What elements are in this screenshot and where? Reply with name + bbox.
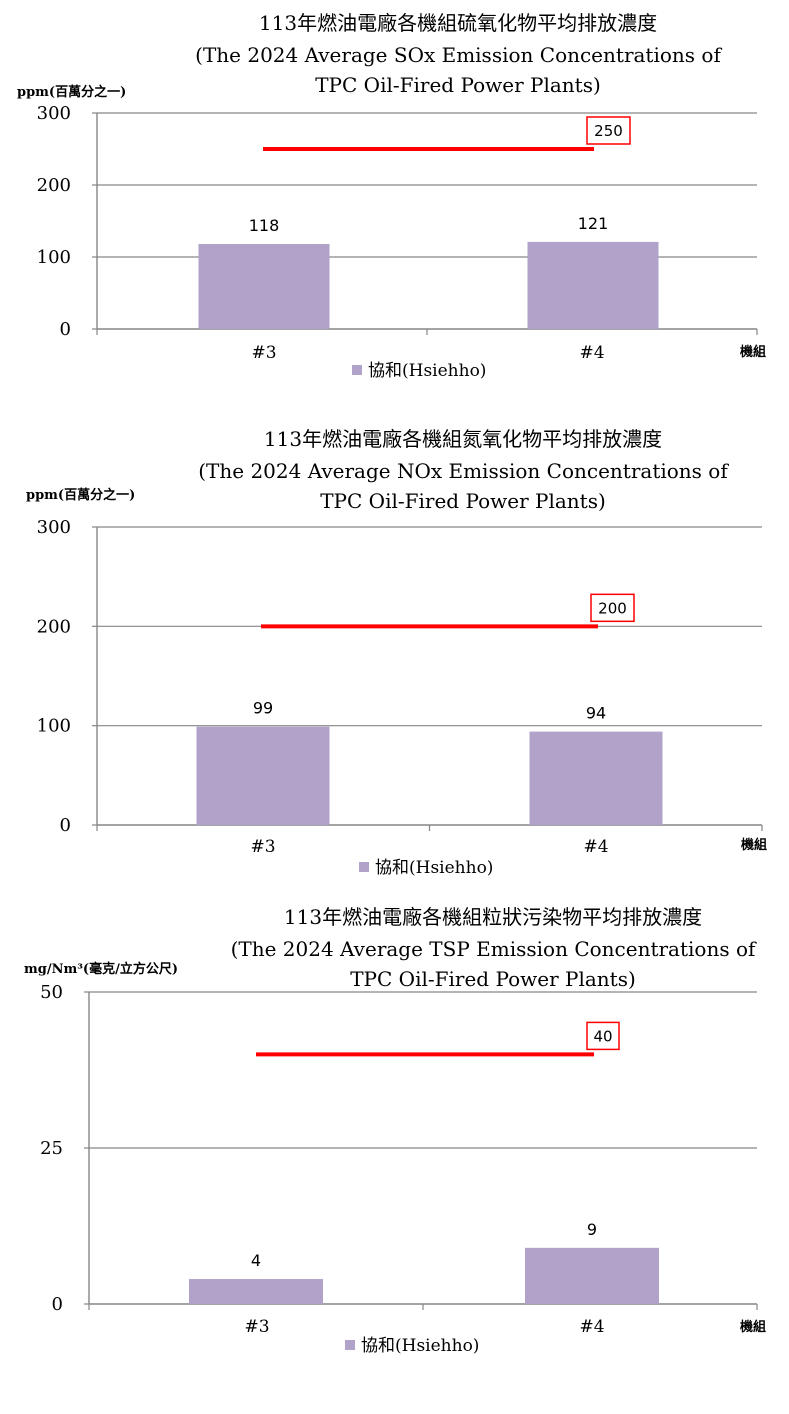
y-axis-label: mg/Nm³(毫克/立方公尺) [24,961,178,977]
limit-label-box [586,1021,620,1051]
x-category-label: #4 [579,343,604,363]
y-axis-label: ppm(百萬分之一) [26,487,135,503]
bar-unit-3 [198,244,330,329]
chart-3: 113年燃油電廠各機組粒狀污染物平均排放濃度 (The 2024 Average … [24,905,766,1356]
bar-value-label: 99 [253,699,273,718]
chart-subtitle-line: TPC Oil-Fired Power Plants) [315,73,601,97]
bar-unit-3 [189,1279,323,1304]
legend-swatch [359,862,369,872]
chart-subtitle-line: TPC Oil-Fired Power Plants) [320,489,606,513]
y-tick-label: 200 [37,175,71,196]
legend-swatch [352,365,362,375]
chart-title: 113年燃油電廠各機組硫氧化物平均排放濃度 [259,11,657,35]
y-axis-label: ppm(百萬分之一) [17,84,126,100]
bar-unit-4 [527,241,659,329]
bar-value-label: 118 [249,216,280,235]
x-axis-label: 機組 [740,1319,766,1335]
chart-title: 113年燃油電廠各機組氮氧化物平均排放濃度 [264,427,662,451]
legend-swatch [345,1340,355,1350]
y-tick-label: 0 [60,319,71,340]
y-tick-label: 0 [52,1294,63,1315]
y-tick-label: 50 [40,982,63,1003]
chart-subtitle-line: (The 2024 Average NOx Emission Concentra… [198,459,729,483]
bar-value-label: 9 [587,1220,597,1239]
limit-label: 250 [594,122,623,140]
bar-unit-4 [529,731,663,825]
limit-label: 40 [593,1027,612,1045]
y-tick-label: 200 [37,616,71,637]
legend-label: 協和(Hsiehho) [375,858,493,878]
limit-label: 200 [598,599,627,617]
bar-unit-4 [525,1247,659,1304]
legend-label: 協和(Hsiehho) [361,1336,479,1356]
bar-value-label: 121 [578,214,609,233]
x-axis-label: 機組 [741,837,767,853]
chart-1: 113年燃油電廠各機組硫氧化物平均排放濃度 (The 2024 Average S… [17,11,766,381]
bar-value-label: 4 [251,1251,261,1270]
y-tick-label: 300 [37,517,71,538]
chart-subtitle-line: (The 2024 Average TSP Emission Concentra… [231,937,757,961]
chart-subtitle-line: TPC Oil-Fired Power Plants) [350,967,636,991]
limit-label-box [590,593,635,623]
chart-2: 113年燃油電廠各機組氮氧化物平均排放濃度 (The 2024 Average N… [26,427,767,878]
x-category-label: #3 [250,837,275,857]
bar-value-label: 94 [586,704,606,723]
chart-subtitle-line: (The 2024 Average SOx Emission Concentra… [195,43,722,67]
bar-unit-3 [196,726,330,825]
chart-title: 113年燃油電廠各機組粒狀污染物平均排放濃度 [284,905,702,929]
y-tick-label: 100 [37,716,71,737]
y-tick-label: 25 [40,1138,63,1159]
x-category-label: #4 [579,1317,604,1337]
x-category-label: #3 [244,1317,269,1337]
y-tick-label: 100 [37,247,71,268]
x-category-label: #3 [251,343,276,363]
y-tick-label: 0 [60,815,71,836]
x-category-label: #4 [583,837,608,857]
limit-label-box [586,116,631,145]
y-tick-label: 300 [37,103,71,124]
x-axis-label: 機組 [740,344,766,360]
legend-label: 協和(Hsiehho) [368,361,486,381]
